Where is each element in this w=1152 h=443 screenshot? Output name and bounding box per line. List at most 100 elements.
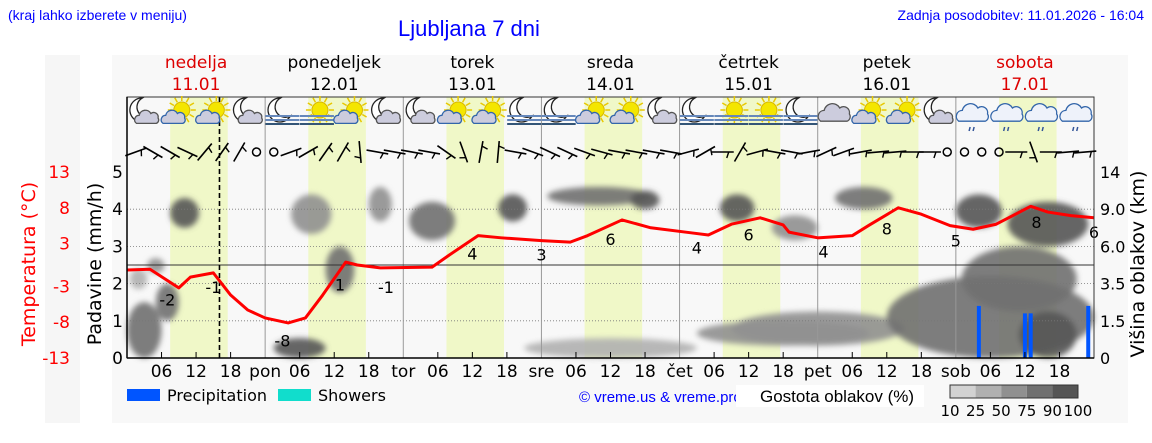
sun-ray (341, 102, 348, 107)
sun-ray (220, 117, 224, 123)
temperature-axis-panel (45, 55, 80, 423)
day-date: 11.01 (172, 75, 221, 95)
day-name: četrtek (718, 53, 779, 73)
wind-feather (831, 149, 834, 156)
cloud-blob (127, 302, 162, 358)
wind-feather (1029, 156, 1036, 159)
wind-shaft (763, 149, 786, 155)
sun-ray (776, 102, 782, 107)
density-title-bg (736, 385, 924, 407)
wind-feather (1071, 151, 1075, 158)
wind-shaft (608, 149, 631, 155)
cloud-snow-icon (1059, 102, 1093, 132)
wind-feather (761, 150, 764, 157)
sun-ray (361, 113, 367, 118)
wind-feather (848, 149, 851, 157)
wind-shaft (215, 142, 229, 162)
wind-barb-icon (695, 145, 716, 159)
sun-ray (445, 102, 451, 107)
wind-shaft (318, 142, 333, 162)
cloud-height-tick: 1.5 (1100, 312, 1125, 331)
location-hint[interactable]: (kraj lahko izberete v meniju) (8, 7, 187, 23)
cloud-height-tick: 14 (1100, 163, 1120, 182)
cloud-height-tick: 9.0 (1100, 200, 1125, 219)
cloud-blob (524, 338, 697, 358)
sun-ray (496, 117, 501, 123)
x-tick-label: 18 (772, 362, 794, 382)
cloud-icon (817, 102, 851, 122)
precipitation-bar (1086, 305, 1091, 358)
wind-barb-icon (233, 142, 247, 162)
x-tick-label: 12 (323, 362, 345, 382)
wind-barb-icon (418, 149, 441, 159)
x-day-label: pon (249, 362, 281, 382)
wind-barb-icon (298, 145, 319, 159)
sun-ray (726, 97, 731, 103)
temperature-label: 4 (692, 239, 702, 258)
x-tick-label: 06 (289, 362, 311, 382)
temperature-label: 4 (467, 245, 477, 264)
legend-label: Showers (318, 386, 386, 405)
wind-barb-icon (573, 147, 596, 160)
wind-calm-icon (977, 147, 987, 157)
wind-feather (517, 152, 523, 159)
temperature-label: -2 (159, 290, 175, 309)
sun-ray (899, 97, 904, 103)
wind-barb-icon (504, 149, 527, 159)
cloud-blob (273, 338, 326, 358)
temperature-tick: -8 (53, 313, 70, 333)
cloud-blob (1007, 201, 1089, 247)
wind-barb-icon (833, 147, 855, 157)
cloud (885, 109, 912, 125)
precipitation-axis-title: Padavine (mm/h) (84, 183, 106, 346)
x-tick-label: 06 (565, 362, 587, 382)
x-tick-label: 18 (911, 362, 933, 382)
sun-ray (914, 102, 920, 107)
wind-barb-icon (1074, 150, 1097, 158)
sun-ray (879, 102, 886, 107)
sun-ray (876, 117, 881, 123)
wind-feather (933, 151, 937, 159)
wind-feather (481, 145, 488, 150)
sun-ray (189, 113, 195, 118)
cloud (333, 109, 359, 125)
last-updated: Zadnja posodobitev: 11.01.2026 - 16:04 (897, 7, 1144, 23)
wind-feather (445, 154, 452, 160)
day-name: torek (450, 53, 494, 73)
day-name: sreda (587, 53, 634, 73)
wind-feather (224, 146, 230, 153)
wind-feather (742, 146, 748, 153)
sun (725, 101, 743, 119)
sun-ray (879, 113, 886, 118)
sun-ray (358, 97, 363, 103)
sun-ray (500, 113, 506, 118)
wind-barb-icon (125, 147, 147, 157)
density-scale-label: 90 (1043, 402, 1062, 420)
x-tick-label: 12 (1014, 362, 1036, 382)
wind-barb-icon (318, 142, 334, 162)
sun-ray (327, 102, 333, 107)
wind-barb-icon (557, 146, 578, 160)
wind-shaft (504, 149, 527, 155)
sun-ray (864, 97, 869, 103)
moon-fog-icon (679, 97, 714, 125)
wind-shaft (733, 142, 747, 162)
precipitation-tick: 2 (112, 275, 123, 295)
density-swatch (1001, 385, 1027, 398)
sun-ray (910, 97, 915, 103)
sun-cloud-icon (160, 96, 196, 125)
wind-shaft (816, 146, 837, 158)
wind-shaft (625, 149, 648, 155)
cloud-blob (498, 194, 528, 222)
snow-mark (1076, 126, 1079, 132)
wind-barb-icon (177, 146, 198, 160)
wind-barb-icon (642, 149, 665, 159)
precipitation-tick: 5 (112, 163, 123, 183)
cloud-height-axis-title: Višina oblakov (km) (1127, 171, 1149, 358)
wind-barb-icon (625, 149, 648, 159)
wind-feather (1089, 151, 1093, 158)
day-date: 15.01 (724, 75, 773, 95)
precipitation-bar (976, 305, 981, 358)
moon-cloud-icon (405, 97, 436, 125)
wind-shaft (539, 146, 561, 158)
